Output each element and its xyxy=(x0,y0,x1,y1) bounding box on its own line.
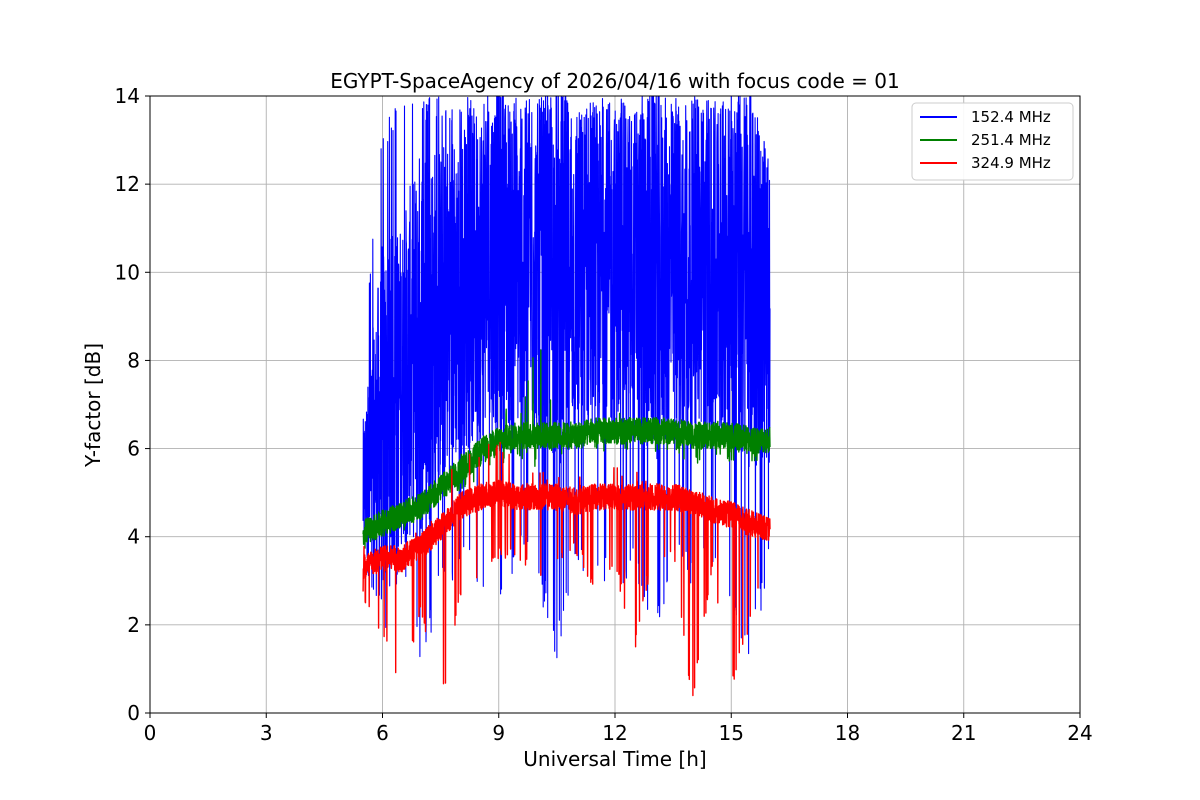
y-tick-label: 2 xyxy=(127,613,140,637)
x-tick-label: 21 xyxy=(951,721,976,745)
chart-title: EGYPT-SpaceAgency of 2026/04/16 with foc… xyxy=(330,69,899,93)
y-axis-label: Y-factor [dB] xyxy=(81,343,105,468)
series-layer xyxy=(362,96,771,697)
x-tick-label: 9 xyxy=(492,721,505,745)
legend-label-324: 324.9 MHz xyxy=(971,154,1051,172)
y-tick-label: 8 xyxy=(127,348,140,372)
y-tick-label: 12 xyxy=(115,172,140,196)
x-tick-label: 15 xyxy=(719,721,744,745)
x-tick-label: 18 xyxy=(835,721,860,745)
x-tick-label: 6 xyxy=(376,721,389,745)
y-tick-label: 4 xyxy=(127,525,140,549)
legend-label-152: 152.4 MHz xyxy=(971,108,1051,126)
series-line-324.9 xyxy=(362,441,771,697)
legend-item-251: 251.4 MHz xyxy=(920,131,1051,149)
x-tick-label: 24 xyxy=(1067,721,1092,745)
series-line-251.4 xyxy=(362,349,771,549)
series-line-152.4 xyxy=(362,96,771,659)
legend: 152.4 MHz 251.4 MHz 324.9 MHz xyxy=(911,102,1074,181)
x-tick-label: 3 xyxy=(260,721,273,745)
legend-item-152: 152.4 MHz xyxy=(920,108,1051,126)
legend-label-251: 251.4 MHz xyxy=(971,131,1051,149)
y-tick-label: 10 xyxy=(115,260,140,284)
y-tick-label: 14 xyxy=(115,84,140,108)
x-tick-label: 0 xyxy=(144,721,157,745)
legend-item-324: 324.9 MHz xyxy=(920,154,1051,172)
x-axis-label: Universal Time [h] xyxy=(523,747,706,771)
legend-box xyxy=(911,102,1074,181)
y-tick-label: 6 xyxy=(127,437,140,461)
y-tick-label: 0 xyxy=(127,701,140,725)
x-tick-label: 12 xyxy=(602,721,627,745)
